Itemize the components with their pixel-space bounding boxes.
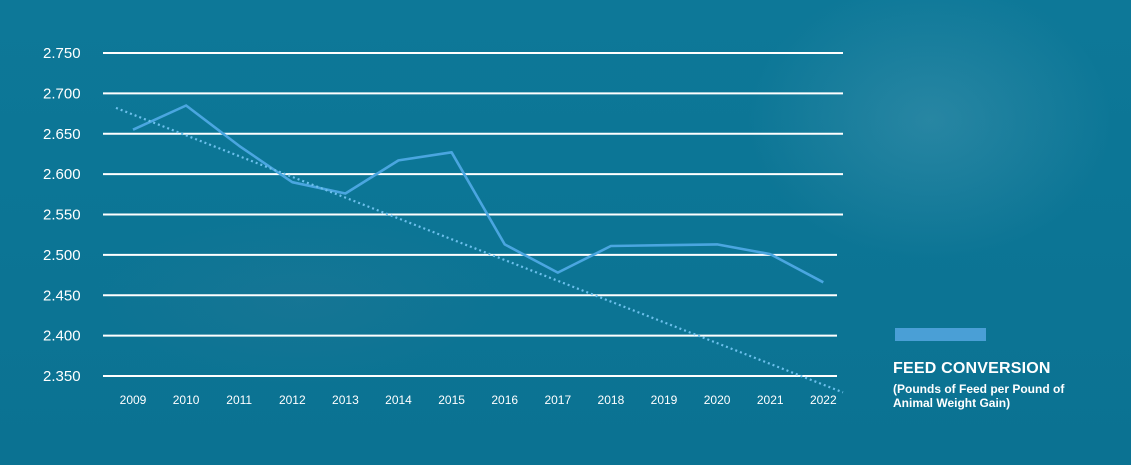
x-tick-label: 2017 [544, 393, 571, 407]
x-tick-label: 2014 [385, 393, 412, 407]
x-tick-label: 2022 [810, 393, 837, 407]
y-tick-label: 2.700 [43, 85, 81, 102]
gridlines [103, 52, 843, 377]
x-tick-label: 2016 [491, 393, 518, 407]
x-tick-label: 2018 [598, 393, 625, 407]
y-axis-tick-labels: 2.750 2.700 2.650 2.600 2.550 2.500 2.450 2.400… [43, 45, 81, 385]
series-line-feed-conversion [132, 104, 824, 284]
x-tick-label: 2019 [651, 393, 678, 407]
trendline [115, 106, 844, 394]
legend-subtitle: (Pounds of Feed per Pound of Animal Weig… [893, 382, 1065, 410]
x-tick-label: 2010 [173, 393, 200, 407]
y-tick-label: 2.350 [43, 368, 81, 385]
x-tick-label: 2015 [438, 393, 465, 407]
x-tick-label: 2009 [120, 393, 147, 407]
legend-title: FEED CONVERSION [893, 360, 1051, 377]
x-tick-label: 2013 [332, 393, 359, 407]
x-tick-label: 2020 [704, 393, 731, 407]
y-tick-label: 2.400 [43, 328, 81, 345]
y-tick-label: 2.600 [43, 166, 81, 183]
y-tick-label: 2.650 [43, 126, 81, 143]
y-tick-label: 2.550 [43, 207, 81, 224]
x-axis-tick-labels: 2009 2010 2011 2012 2013 2014 2015 2016 2017 2018… [120, 393, 837, 407]
y-tick-label: 2.500 [43, 247, 81, 264]
legend-swatch [895, 328, 986, 341]
x-tick-label: 2012 [279, 393, 306, 407]
series-lines [115, 104, 844, 394]
y-tick-label: 2.450 [43, 287, 81, 304]
y-tick-label: 2.750 [43, 45, 81, 62]
x-tick-label: 2021 [757, 393, 784, 407]
x-tick-label: 2011 [226, 393, 252, 407]
